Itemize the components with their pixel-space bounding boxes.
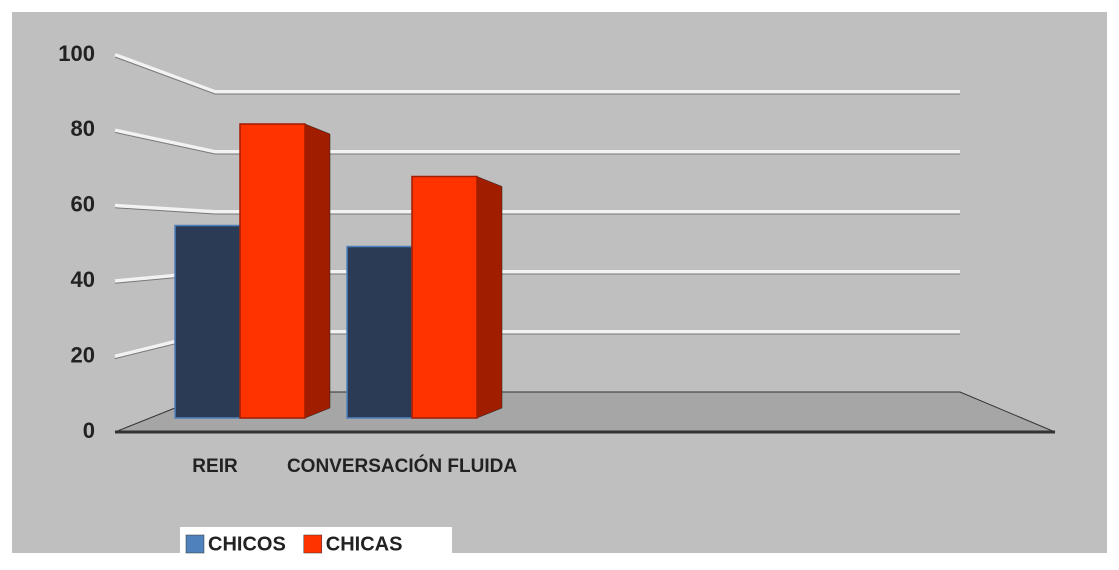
y-tick-label: 20 (71, 342, 95, 367)
y-tick-label: 100 (58, 41, 95, 66)
grid-line-shadow (114, 56, 960, 95)
grid-line (114, 128, 960, 154)
bar (411, 175, 478, 419)
y-tick-label: 80 (71, 116, 95, 141)
x-tick-label: CONVERSACIÓN FLUIDA (287, 455, 517, 477)
x-tick-label: REIR (192, 456, 238, 477)
bar-side (476, 176, 503, 419)
y-tick-label: 0 (83, 418, 95, 443)
y-tick-label: 40 (71, 267, 95, 292)
bar (174, 224, 241, 419)
legend-label: CHICAS (326, 533, 403, 555)
grid-line-shadow (114, 207, 960, 215)
legend-swatch (185, 534, 205, 554)
legend-label: CHICOS (208, 533, 286, 555)
grid-line-shadow (114, 131, 960, 155)
bar-side (304, 123, 331, 419)
y-tick-label: 60 (71, 192, 95, 217)
bar (346, 245, 413, 419)
grid-line (114, 53, 960, 94)
bar (239, 123, 306, 419)
legend-swatch (303, 534, 323, 554)
grid-line (114, 203, 960, 214)
